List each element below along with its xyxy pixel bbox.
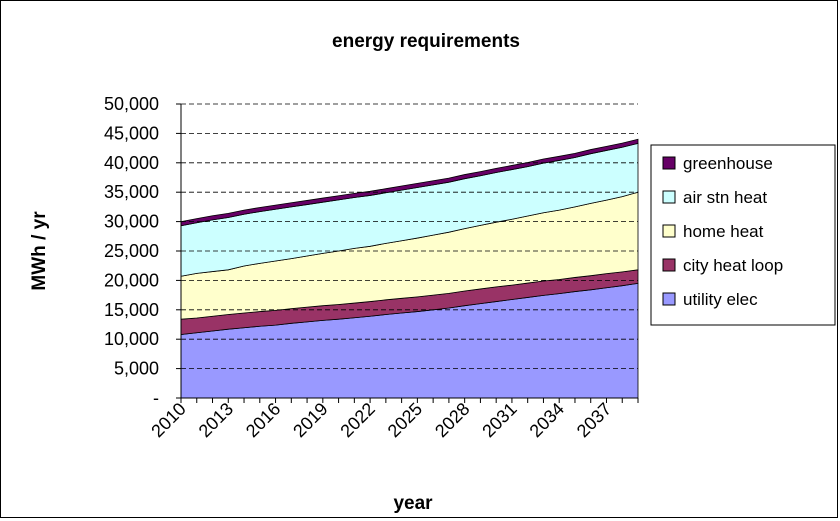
y-axis-title: MWh / yr [29, 211, 50, 291]
legend-label: home heat [683, 222, 764, 241]
y-tick-label: 30,000 [104, 212, 159, 232]
x-tick-label: 2022 [336, 399, 378, 441]
x-axis-title: year [393, 493, 433, 514]
legend-swatch [662, 156, 676, 170]
x-tick-label: 2016 [242, 399, 284, 441]
chart-title: energy requirements [332, 31, 520, 52]
axes [176, 103, 639, 403]
y-tick-label: 40,000 [104, 153, 159, 173]
x-tick-label: 2019 [289, 399, 331, 441]
x-tick-label: 2013 [195, 399, 237, 441]
legend-label: greenhouse [683, 154, 773, 173]
y-tick-label: 5,000 [114, 359, 159, 379]
legend-label: air stn heat [683, 188, 767, 207]
y-tick-label: 50,000 [104, 94, 159, 114]
x-tick-labels: 2010 2013 2016 2019 2022 2025 2028 2031 2034 2037 [147, 399, 615, 441]
y-tick-label: 10,000 [104, 329, 159, 349]
area-greenhouse [180, 138, 639, 227]
x-tick-label: 2031 [478, 399, 520, 441]
x-tick-label: 2028 [431, 399, 473, 441]
legend: greenhouse air stn heat home heat city heat… [662, 154, 783, 309]
y-tick-label: 15,000 [104, 300, 159, 320]
y-tick-label: 20,000 [104, 270, 159, 290]
y-tick-label: - [153, 388, 159, 408]
y-tick-labels: - 5,000 10,000 15,000 20,000 25,000 30,000 35,0… [104, 94, 159, 408]
legend-swatch [662, 224, 676, 238]
x-tick-label: 2037 [573, 399, 615, 441]
legend-label: city heat loop [683, 256, 783, 275]
legend-box [650, 144, 836, 326]
y-tick-label: 35,000 [104, 182, 159, 202]
y-tick-label: 45,000 [104, 123, 159, 143]
area-series [180, 138, 639, 399]
y-tick-label: 25,000 [104, 241, 159, 261]
legend-label: utility elec [683, 290, 758, 309]
legend-swatch [662, 190, 676, 204]
x-tick-label: 2025 [384, 399, 426, 441]
legend-swatch [662, 292, 676, 306]
x-tick-label: 2034 [526, 399, 568, 441]
legend-swatch [662, 258, 676, 272]
gridlines [181, 103, 638, 370]
